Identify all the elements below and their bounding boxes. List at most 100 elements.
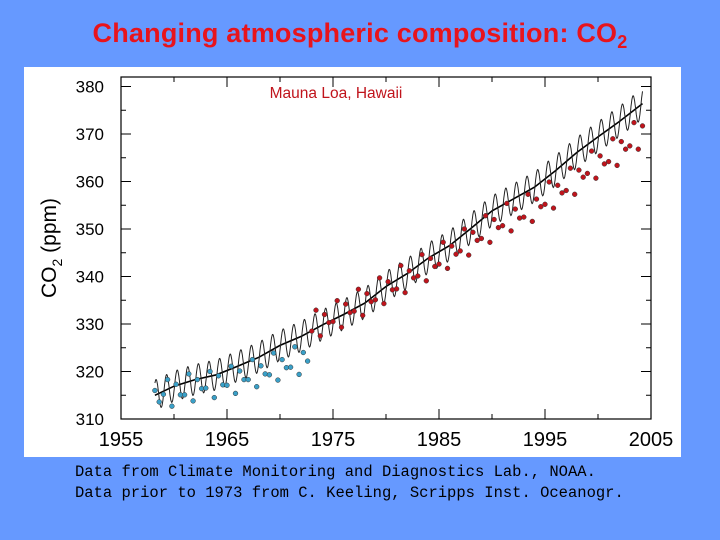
- data-point: [173, 381, 179, 387]
- y-tick-label: 370: [76, 125, 104, 144]
- data-point: [491, 216, 497, 223]
- data-point: [588, 148, 595, 154]
- data-point: [338, 324, 345, 330]
- data-point: [499, 223, 506, 229]
- y-tick-label: 310: [76, 410, 104, 429]
- data-point: [559, 190, 565, 196]
- y-tick-label: 320: [76, 363, 104, 382]
- data-point: [444, 265, 451, 272]
- data-point: [398, 262, 404, 269]
- data-point: [593, 175, 599, 181]
- data-point: [152, 387, 158, 394]
- data-point: [330, 318, 336, 325]
- data-point: [618, 138, 624, 145]
- data-point: [601, 161, 608, 167]
- data-point: [156, 399, 162, 405]
- y-axis-label: CO2 (ppm): [38, 198, 65, 298]
- data-point: [224, 382, 230, 388]
- data-point: [584, 170, 591, 177]
- data-credits: Data from Climate Monitoring and Diagnos…: [75, 462, 624, 504]
- y-tick-label: 340: [76, 268, 104, 287]
- data-point: [186, 371, 192, 377]
- data-point: [355, 286, 362, 292]
- credit-line-keeling: Data prior to 1973 from C. Keeling, Scri…: [75, 484, 624, 502]
- series-keeling: [152, 344, 311, 409]
- data-point: [181, 392, 188, 398]
- data-point: [419, 251, 425, 258]
- data-point: [376, 275, 383, 281]
- data-point: [402, 289, 408, 296]
- data-point: [275, 377, 281, 383]
- data-point: [432, 263, 438, 270]
- data-point: [436, 261, 442, 267]
- data-point: [249, 356, 256, 363]
- data-point: [207, 368, 213, 375]
- data-point: [529, 218, 535, 225]
- data-point: [266, 372, 273, 378]
- data-point: [317, 333, 323, 339]
- data-point: [597, 153, 603, 159]
- data-point: [300, 349, 306, 356]
- y-axis-label-unit: (ppm): [38, 198, 61, 259]
- data-point: [287, 364, 294, 370]
- data-point: [627, 143, 633, 149]
- data-point: [232, 390, 239, 397]
- data-point: [478, 235, 485, 242]
- data-point: [190, 398, 196, 404]
- data-point: [228, 363, 234, 369]
- data-point: [423, 278, 429, 284]
- data-point: [304, 358, 311, 364]
- data-point: [385, 279, 391, 285]
- data-point: [309, 328, 315, 334]
- data-point: [563, 187, 569, 194]
- data-point: [538, 204, 544, 210]
- data-point: [487, 239, 493, 245]
- data-point: [169, 403, 175, 409]
- data-point: [393, 286, 400, 292]
- data-point: [203, 385, 209, 391]
- data-point: [427, 255, 434, 262]
- data-point: [270, 350, 277, 356]
- data-point: [576, 167, 582, 173]
- data-point: [449, 243, 455, 249]
- slide-title-subscript: 2: [617, 32, 628, 52]
- data-point: [572, 191, 578, 197]
- slide-title-text: Changing atmospheric composition: CO: [92, 18, 618, 48]
- data-point: [245, 376, 251, 383]
- data-point: [580, 174, 586, 180]
- credit-line-noaa: Data from Climate Monitoring and Diagnos…: [75, 463, 596, 481]
- y-axis-label-main: CO: [38, 266, 61, 298]
- data-point: [614, 162, 620, 169]
- seasonal-cycle-line: [154, 91, 643, 409]
- y-tick-label: 330: [76, 315, 104, 334]
- data-point: [635, 146, 641, 152]
- data-point: [415, 273, 421, 279]
- data-point: [482, 213, 489, 219]
- site-label: Mauna Loa, Hawaii: [270, 85, 403, 102]
- data-point: [555, 182, 561, 188]
- data-point: [546, 179, 552, 185]
- slide-title: Changing atmospheric composition: CO2: [0, 18, 720, 53]
- data-point: [292, 344, 298, 350]
- data-point: [254, 384, 260, 390]
- x-tick-label: 2005: [629, 429, 674, 451]
- chart-panel: 310 320 330 340 350 360 370 380 1955 1965 1975 1985…: [24, 67, 681, 457]
- x-tick-label: 1955: [99, 429, 144, 451]
- data-point: [211, 394, 217, 401]
- y-axis-label-sub: 2: [49, 258, 65, 266]
- data-point: [457, 248, 463, 254]
- data-point: [258, 363, 264, 369]
- data-point: [461, 226, 468, 232]
- data-point: [631, 119, 637, 126]
- y-tick-label: 360: [76, 173, 104, 192]
- data-point: [512, 206, 518, 212]
- data-point: [381, 300, 387, 307]
- data-point: [351, 308, 357, 314]
- data-point: [215, 373, 222, 379]
- x-tick-label: 1975: [311, 429, 356, 451]
- y-tick-label: 350: [76, 220, 104, 239]
- data-point: [622, 146, 629, 152]
- data-point: [406, 268, 412, 274]
- data-point: [160, 391, 167, 397]
- data-point: [466, 252, 472, 258]
